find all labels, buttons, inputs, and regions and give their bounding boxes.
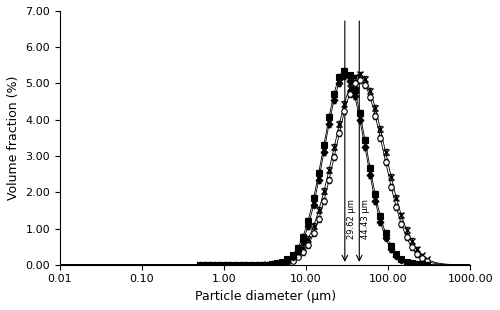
Text: 29.62 μm: 29.62 μm	[347, 200, 356, 239]
Y-axis label: Volume fraction (%): Volume fraction (%)	[7, 76, 20, 200]
Text: 44.43 μm: 44.43 μm	[362, 200, 370, 239]
X-axis label: Particle diameter (μm): Particle diameter (μm)	[194, 290, 336, 303]
